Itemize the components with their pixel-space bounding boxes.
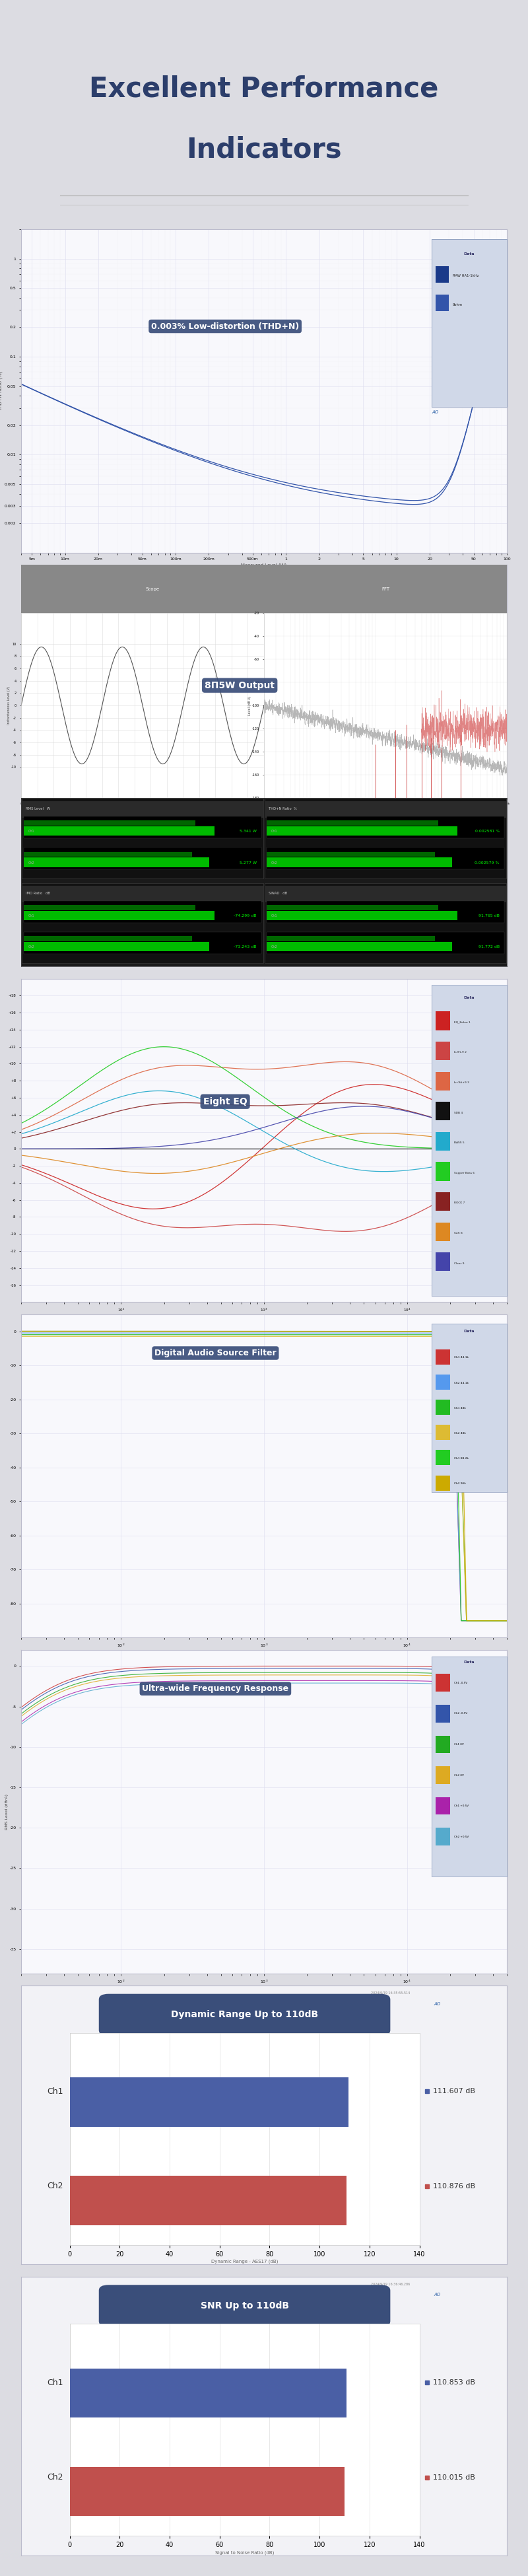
Text: Digital Audio Source Filter: Digital Audio Source Filter: [155, 1350, 276, 1358]
Text: Excellent Performance: Excellent Performance: [89, 75, 439, 103]
Text: SNR Up to 110dB: SNR Up to 110dB: [200, 2300, 289, 2311]
Text: Ch2: Ch2: [47, 2473, 63, 2481]
FancyBboxPatch shape: [99, 1994, 390, 2035]
Text: Indicators: Indicators: [186, 137, 342, 162]
Text: 8Π5W Output: 8Π5W Output: [205, 680, 275, 690]
Bar: [21, 564, 507, 613]
Text: 111.607 dB: 111.607 dB: [433, 2089, 475, 2094]
Text: Ultra-wide Frequency Response: Ultra-wide Frequency Response: [142, 1685, 289, 1692]
Text: 110.015 dB: 110.015 dB: [433, 2473, 475, 2481]
Text: 110.876 dB: 110.876 dB: [433, 2182, 475, 2190]
Text: 110.853 dB: 110.853 dB: [433, 2380, 475, 2385]
Text: 2024/9/19 16:35:55.514: 2024/9/19 16:35:55.514: [371, 1991, 410, 1994]
Text: Ch1: Ch1: [47, 2378, 63, 2388]
X-axis label: Frequency (Hz): Frequency (Hz): [247, 1654, 281, 1656]
Text: 0.003% Low-distortion (THD+N): 0.003% Low-distortion (THD+N): [151, 322, 299, 330]
Text: Ch2: Ch2: [47, 2182, 63, 2190]
Text: 2024/9/19 16:36:46.286: 2024/9/19 16:36:46.286: [371, 2282, 410, 2285]
Y-axis label: RMS Level (dBrA): RMS Level (dBrA): [5, 1793, 8, 1829]
X-axis label: Measured Level (W): Measured Level (W): [241, 564, 287, 567]
Text: Dynamic Range Up to 110dB: Dynamic Range Up to 110dB: [171, 2009, 318, 2020]
Text: Scope: Scope: [145, 587, 159, 590]
Text: AO: AO: [434, 2002, 441, 2007]
Text: Ch1: Ch1: [47, 2087, 63, 2097]
X-axis label: Frequency (Hz): Frequency (Hz): [247, 1989, 281, 1991]
Text: Eight EQ: Eight EQ: [203, 1097, 247, 1105]
Y-axis label: THD+N Ratio (%): THD+N Ratio (%): [0, 371, 3, 412]
Text: AO: AO: [434, 2293, 441, 2298]
Text: AO: AO: [431, 410, 438, 415]
X-axis label: Frequency (Hz): Frequency (Hz): [247, 1316, 281, 1321]
Text: FFT: FFT: [381, 587, 390, 590]
FancyBboxPatch shape: [99, 2285, 390, 2326]
